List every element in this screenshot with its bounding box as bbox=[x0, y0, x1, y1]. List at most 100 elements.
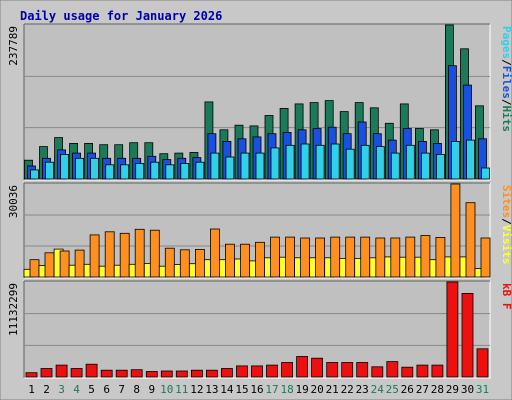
day-label: 9 bbox=[148, 383, 155, 396]
bar-kb-f bbox=[40, 368, 53, 378]
day-label: 8 bbox=[133, 383, 140, 396]
day-label: 25 bbox=[386, 383, 399, 396]
bar-sites bbox=[149, 229, 160, 278]
bar-pages bbox=[90, 157, 99, 180]
bar-sites bbox=[29, 259, 40, 278]
bar-pages bbox=[75, 157, 84, 180]
bar-kb-f bbox=[431, 364, 444, 378]
day-label: 22 bbox=[341, 383, 354, 396]
bar-kb-f bbox=[251, 365, 263, 378]
legend-separator: / bbox=[500, 218, 512, 225]
bar-sites bbox=[209, 228, 220, 278]
day-label: 6 bbox=[103, 383, 110, 396]
legend: Sites/Visits bbox=[500, 185, 512, 265]
day-label: 15 bbox=[235, 383, 248, 396]
bar-sites bbox=[420, 235, 431, 278]
bar-sites bbox=[224, 243, 235, 278]
bar-kb-f bbox=[296, 356, 309, 378]
day-label: 4 bbox=[73, 383, 80, 396]
bar-kb-f bbox=[115, 369, 128, 378]
bar-pages bbox=[150, 161, 160, 180]
bar-kb-f bbox=[386, 361, 399, 378]
bar-sites bbox=[450, 183, 461, 278]
bar-pages bbox=[60, 153, 69, 180]
bar-kb-f bbox=[175, 370, 188, 378]
day-label: 5 bbox=[88, 383, 95, 396]
y-max-label: 30036 bbox=[7, 185, 20, 218]
bar-kb-f bbox=[326, 362, 339, 378]
day-label: 12 bbox=[190, 383, 203, 396]
bar-pages bbox=[105, 164, 115, 180]
y-max-label: 237789 bbox=[7, 26, 20, 66]
bar-kb-f bbox=[145, 371, 158, 378]
bar-sites bbox=[465, 202, 476, 278]
bar-kb-f bbox=[220, 368, 233, 378]
bar-kb-f bbox=[85, 363, 98, 378]
bar-pages bbox=[30, 169, 39, 180]
bar-kb-f bbox=[401, 366, 414, 378]
bar-sites bbox=[285, 236, 296, 278]
bar-kb-f bbox=[190, 369, 203, 378]
bar-sites bbox=[405, 236, 416, 278]
bar-sites bbox=[194, 248, 205, 278]
bar-sites bbox=[89, 234, 100, 278]
bar-kb-f bbox=[371, 366, 384, 378]
bar-pages bbox=[45, 161, 54, 180]
bar-pages bbox=[180, 163, 190, 180]
day-label: 11 bbox=[175, 383, 188, 396]
bar-pages bbox=[375, 146, 385, 180]
bar-pages bbox=[120, 164, 130, 180]
bar-kb-f bbox=[476, 348, 489, 378]
day-label: 10 bbox=[160, 383, 173, 396]
day-label: 16 bbox=[250, 383, 263, 396]
bar-pages bbox=[420, 152, 430, 180]
bar-kb-f bbox=[160, 370, 173, 378]
bar-sites bbox=[59, 250, 70, 278]
bar-sites bbox=[375, 237, 386, 278]
legend-sites: Sites bbox=[500, 185, 512, 218]
day-label: 27 bbox=[416, 383, 429, 396]
day-label: 2 bbox=[43, 383, 50, 396]
bar-pages bbox=[466, 139, 475, 180]
bar-pages bbox=[315, 144, 325, 180]
legend-kb-f: kB F bbox=[500, 283, 512, 310]
bar-kb-f bbox=[55, 364, 68, 378]
bar-pages bbox=[390, 152, 400, 180]
bar-sites bbox=[104, 231, 115, 278]
day-label: 17 bbox=[265, 383, 278, 396]
day-label: 3 bbox=[58, 383, 65, 396]
bar-sites bbox=[360, 236, 371, 278]
bar-kb-f bbox=[236, 365, 248, 378]
y-max-label: 11132299 bbox=[7, 283, 20, 336]
bar-sites bbox=[345, 236, 356, 278]
day-label: 1 bbox=[28, 383, 35, 396]
bar-pages bbox=[345, 148, 355, 180]
bar-pages bbox=[285, 144, 295, 180]
bar-pages bbox=[450, 140, 460, 180]
bar-kb-f bbox=[130, 369, 143, 378]
bar-sites bbox=[164, 247, 175, 278]
bar-sites bbox=[390, 237, 401, 278]
day-label: 18 bbox=[280, 383, 293, 396]
legend-pages: Pages bbox=[500, 26, 512, 59]
bar-pages bbox=[300, 143, 310, 180]
x-axis-day-labels: 1 2 3 4 5 6 7 8 9 10 11 12 13 14 15 16 17 18 19 20 21 22 23 24 2… bbox=[28, 383, 489, 396]
bar-sites bbox=[119, 232, 130, 278]
bar-kb-f bbox=[446, 281, 459, 378]
legend-visits: Visits bbox=[500, 225, 512, 265]
legend-separator: / bbox=[500, 59, 512, 66]
day-label: 7 bbox=[118, 383, 125, 396]
bar-pages bbox=[270, 147, 280, 180]
bar-pages bbox=[255, 152, 265, 180]
bar-kb-f bbox=[341, 362, 354, 378]
bar-sites bbox=[330, 236, 341, 278]
kbytes-panel: 11132299 kB F bbox=[7, 280, 512, 379]
day-label: 14 bbox=[220, 383, 234, 396]
visits-sites-panel: 30036 Sites/Visits bbox=[7, 182, 512, 279]
bar-pages bbox=[405, 144, 415, 180]
bar-sites bbox=[480, 237, 491, 278]
bar-sites bbox=[270, 236, 280, 278]
bar-sites bbox=[435, 236, 446, 278]
bar-kb-f bbox=[100, 369, 113, 378]
bar-sites bbox=[179, 249, 190, 278]
